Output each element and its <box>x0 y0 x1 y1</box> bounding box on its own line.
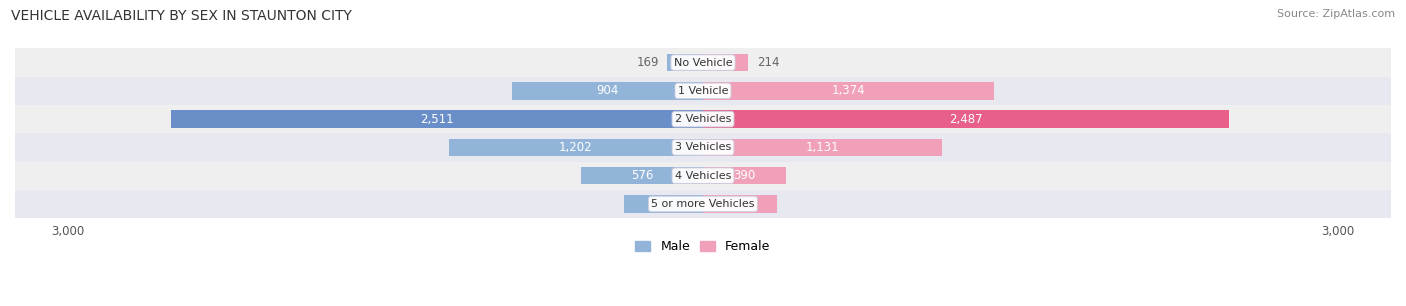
Text: 2 Vehicles: 2 Vehicles <box>675 114 731 124</box>
Text: VEHICLE AVAILABILITY BY SEX IN STAUNTON CITY: VEHICLE AVAILABILITY BY SEX IN STAUNTON … <box>11 9 352 23</box>
Bar <box>4 48 1402 77</box>
Bar <box>703 167 786 185</box>
Bar <box>703 110 1229 128</box>
Text: No Vehicle: No Vehicle <box>673 58 733 68</box>
Bar <box>703 139 942 156</box>
Bar <box>624 195 703 213</box>
Bar <box>581 167 703 185</box>
Legend: Male, Female: Male, Female <box>636 240 770 253</box>
Bar <box>4 190 1402 218</box>
Bar <box>4 133 1402 162</box>
Bar <box>703 82 994 100</box>
Text: 350: 350 <box>728 197 751 211</box>
Text: 214: 214 <box>756 56 779 69</box>
Text: 1 Vehicle: 1 Vehicle <box>678 86 728 96</box>
Bar <box>4 105 1402 133</box>
Bar <box>703 195 778 213</box>
Bar <box>4 77 1402 105</box>
Text: 2,511: 2,511 <box>420 113 454 126</box>
Text: 375: 375 <box>652 197 675 211</box>
Text: 1,202: 1,202 <box>560 141 592 154</box>
Text: 5 or more Vehicles: 5 or more Vehicles <box>651 199 755 209</box>
Text: 904: 904 <box>596 84 619 97</box>
Text: 2,487: 2,487 <box>949 113 983 126</box>
Text: 1,131: 1,131 <box>806 141 839 154</box>
Bar <box>512 82 703 100</box>
Text: 3 Vehicles: 3 Vehicles <box>675 142 731 152</box>
Text: 1,374: 1,374 <box>831 84 865 97</box>
Text: Source: ZipAtlas.com: Source: ZipAtlas.com <box>1277 9 1395 19</box>
Text: 169: 169 <box>637 56 659 69</box>
Text: 390: 390 <box>733 169 755 182</box>
Bar <box>668 54 703 71</box>
Bar <box>4 162 1402 190</box>
Bar <box>172 110 703 128</box>
Text: 4 Vehicles: 4 Vehicles <box>675 171 731 181</box>
Bar <box>449 139 703 156</box>
Bar <box>703 54 748 71</box>
Text: 576: 576 <box>631 169 654 182</box>
